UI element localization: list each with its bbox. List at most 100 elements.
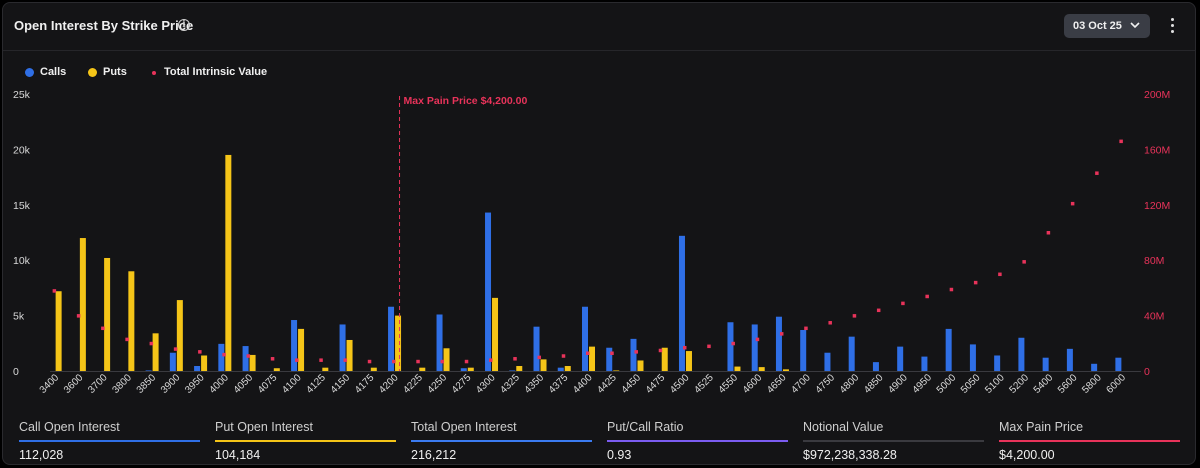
calls-bar	[388, 306, 395, 371]
x-tick-label: 4500	[668, 372, 692, 396]
intrinsic-value-point	[682, 345, 687, 350]
x-tick-label: 4600	[741, 372, 765, 396]
date-selector-button[interactable]: 03 Oct 25	[1064, 14, 1150, 38]
x-tick-label: 3950	[183, 372, 207, 396]
calls-bar	[727, 322, 734, 371]
x-tick-label: 3600	[62, 372, 86, 396]
chevron-down-icon	[1130, 22, 1140, 29]
x-tick-label: 3800	[110, 372, 134, 396]
intrinsic-value-point	[561, 354, 566, 358]
puts-bar	[395, 315, 402, 371]
puts-bar	[201, 355, 208, 371]
intrinsic-value-point	[125, 337, 129, 342]
calls-bar	[751, 324, 758, 371]
x-tick-label: 5050	[959, 372, 983, 396]
intrinsic-value-point	[1046, 231, 1051, 235]
max-pain-annotation: Max Pain Price $4,200.00	[404, 95, 528, 107]
calls-bar	[339, 324, 346, 371]
intrinsic-value-point	[779, 332, 784, 336]
intrinsic-value-point	[367, 359, 372, 364]
x-tick-label: 4125	[304, 372, 328, 396]
panel-header: Open Interest By Strike Price i 03 Oct 2…	[3, 3, 1195, 51]
more-options-icon[interactable]	[1165, 15, 1179, 37]
x-tick-label: 4700	[789, 372, 813, 396]
stat-value: 0.93	[607, 448, 632, 462]
x-tick-label: 4375	[547, 372, 571, 396]
intrinsic-value-point	[343, 358, 348, 362]
calls-bar	[557, 367, 564, 371]
puts-bar	[540, 359, 547, 371]
puts-bar	[298, 328, 305, 371]
x-tick-label: 4300	[474, 372, 498, 396]
calls-bar	[921, 356, 928, 371]
puts-bar	[589, 346, 595, 371]
legend-label: Puts	[103, 66, 127, 78]
puts-bar	[152, 333, 159, 371]
calls-bar	[582, 306, 588, 371]
intrinsic-value-point	[804, 326, 808, 331]
intrinsic-value-point	[1119, 139, 1123, 144]
puts-bar	[685, 351, 692, 371]
calls-bar	[969, 344, 976, 371]
calls-bar	[775, 316, 782, 371]
x-tick-label: 5200	[1008, 372, 1032, 396]
puts-bar	[55, 291, 62, 371]
intrinsic-value-point	[610, 351, 614, 355]
puts-bar	[443, 348, 450, 371]
legend-label: Calls	[40, 66, 67, 78]
stat-label: Total Open Interest	[411, 420, 517, 434]
calls-bar	[630, 338, 637, 371]
x-tick-label: 4250	[426, 372, 450, 396]
intrinsic-value-point	[707, 344, 711, 349]
calls-bar	[1066, 348, 1073, 371]
stat-value: $4,200.00	[999, 448, 1055, 462]
x-tick-label: 4400	[571, 372, 595, 396]
puts-bar	[370, 367, 377, 371]
puts-bar	[637, 360, 644, 371]
x-tick-label: 4050	[232, 372, 256, 396]
x-tick-label: 4950	[911, 372, 935, 396]
stat-label: Put/Call Ratio	[607, 420, 684, 434]
intrinsic-value-point	[513, 357, 517, 361]
puts-bar	[419, 367, 426, 371]
stat-underline	[19, 440, 200, 442]
intrinsic-value-point	[1095, 171, 1099, 175]
x-tick-label: 5100	[983, 372, 1007, 396]
calls-bar	[242, 346, 249, 371]
intrinsic-value-point	[222, 352, 226, 357]
puts-bar	[564, 366, 571, 371]
intrinsic-value-point	[295, 358, 299, 362]
x-tick-label: 6000	[1104, 372, 1128, 396]
intrinsic-value-point	[634, 350, 638, 354]
puts-bar	[249, 354, 256, 371]
intrinsic-value-point	[101, 326, 105, 331]
intrinsic-value-point	[658, 348, 663, 353]
x-tick-label: 4475	[644, 372, 668, 396]
intrinsic-value-point	[1022, 260, 1026, 264]
stat-value: 112,028	[19, 448, 64, 462]
puts-bar	[782, 369, 789, 371]
calls-bar	[848, 336, 855, 371]
calls-bar	[218, 343, 225, 371]
intrinsic-value-point	[52, 289, 57, 293]
intrinsic-value-point	[246, 354, 251, 358]
legend-label: Total Intrinsic Value	[164, 66, 268, 78]
stat-underline	[803, 440, 984, 442]
x-tick-label: 3400	[38, 372, 62, 396]
puts-bar	[613, 370, 620, 371]
x-tick-label: 3850	[135, 372, 159, 396]
calls-bar	[678, 235, 685, 371]
y-right-tick-label: 80M	[1144, 255, 1164, 267]
y-right-tick-label: 0	[1144, 366, 1150, 378]
intrinsic-value-point	[416, 359, 420, 364]
puts-bar	[758, 367, 765, 371]
x-tick-label: 4275	[450, 372, 474, 396]
x-tick-label: 4075	[256, 372, 280, 396]
x-tick-label: 3900	[159, 372, 183, 396]
x-tick-label: 4000	[207, 372, 231, 396]
stat-value: $972,238,338.28	[803, 448, 897, 462]
y-left-tick-label: 25k	[13, 89, 31, 101]
info-icon[interactable]: i	[178, 19, 190, 31]
x-tick-label: 4900	[886, 372, 910, 396]
